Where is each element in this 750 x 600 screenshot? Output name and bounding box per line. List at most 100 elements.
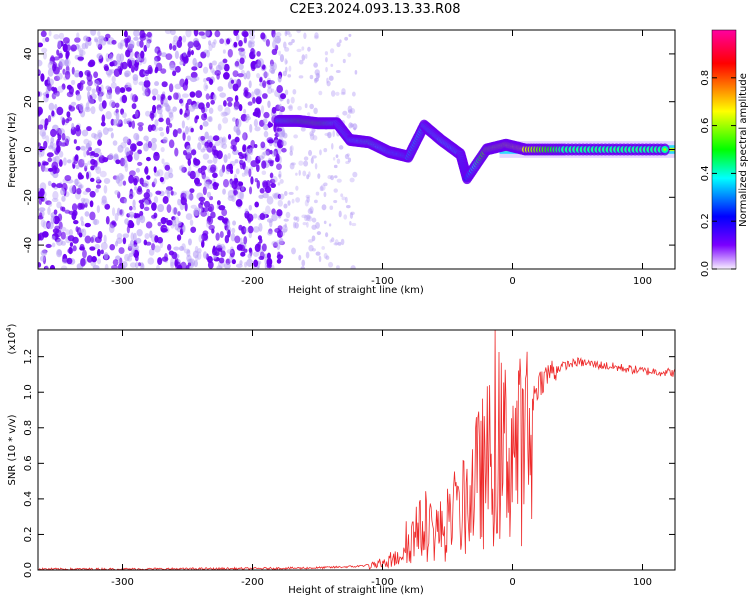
noise-speckle <box>308 149 313 156</box>
noise-speckle <box>145 221 153 229</box>
noise-speckle <box>202 66 209 74</box>
noise-speckle <box>104 203 111 210</box>
noise-speckle <box>314 32 319 39</box>
noise-speckle <box>258 194 264 199</box>
noise-speckle <box>284 223 287 228</box>
noise-speckle <box>311 224 317 230</box>
noise-speckle <box>153 178 158 185</box>
noise-speckle <box>260 141 266 149</box>
noise-speckle <box>131 103 137 110</box>
noise-speckle <box>265 38 270 47</box>
noise-speckle <box>195 115 200 120</box>
noise-speckle <box>58 32 65 40</box>
noise-speckle <box>279 179 284 184</box>
noise-speckle <box>79 80 86 85</box>
noise-speckle <box>151 214 157 219</box>
noise-speckle <box>122 136 129 144</box>
noise-speckle <box>337 241 342 246</box>
noise-speckle <box>270 88 275 93</box>
colorbar-tick-label: 0.8 <box>700 70 711 86</box>
noise-speckle <box>201 113 208 121</box>
noise-speckle <box>198 31 205 36</box>
noise-speckle <box>311 248 316 252</box>
noise-speckle <box>248 41 255 48</box>
noise-speckle <box>346 114 351 119</box>
noise-speckle <box>203 82 208 92</box>
noise-speckle <box>83 162 89 168</box>
noise-speckle <box>347 52 352 58</box>
noise-speckle <box>248 186 253 195</box>
noise-speckle <box>271 213 278 222</box>
noise-speckle <box>206 211 210 217</box>
noise-speckle <box>127 245 133 252</box>
noise-speckle <box>272 242 278 248</box>
noise-speckle <box>101 199 108 206</box>
noise-speckle <box>55 183 63 189</box>
noise-speckle <box>75 93 82 102</box>
noise-speckle <box>150 142 157 151</box>
noise-speckle <box>66 159 72 164</box>
noise-speckle <box>49 264 56 269</box>
noise-speckle <box>164 171 170 180</box>
noise-speckle <box>223 262 231 269</box>
noise-speckle <box>185 30 192 38</box>
noise-speckle <box>100 36 107 46</box>
noise-speckle <box>169 43 173 51</box>
noise-speckle <box>304 199 309 207</box>
noise-speckle <box>42 51 47 60</box>
noise-speckle <box>87 79 93 87</box>
noise-speckle <box>181 93 189 98</box>
noise-speckle <box>219 136 224 144</box>
noise-speckle <box>214 251 220 257</box>
noise-speckle <box>197 167 203 174</box>
noise-speckle <box>107 72 112 78</box>
noise-speckle <box>296 48 302 53</box>
noise-speckle <box>123 198 128 204</box>
noise-speckle <box>349 177 355 183</box>
noise-speckle <box>57 249 63 256</box>
noise-speckle <box>95 184 101 189</box>
noise-speckle <box>94 147 102 154</box>
noise-speckle <box>56 201 62 209</box>
noise-speckle <box>226 38 231 45</box>
noise-speckle <box>135 167 141 173</box>
noise-speckle <box>187 171 191 177</box>
noise-speckle <box>149 230 153 239</box>
noise-speckle <box>198 196 206 202</box>
noise-speckle <box>278 173 282 178</box>
noise-speckle <box>173 246 180 251</box>
noise-speckle <box>216 243 223 249</box>
noise-speckle <box>47 68 54 77</box>
noise-speckle <box>187 41 194 49</box>
noise-speckle <box>244 117 249 123</box>
noise-speckle <box>202 230 209 236</box>
noise-speckle <box>276 139 284 149</box>
noise-speckle <box>182 132 186 141</box>
noise-speckle <box>71 203 78 212</box>
noise-speckle <box>140 262 144 268</box>
noise-speckle <box>45 36 50 43</box>
noise-speckle <box>111 220 116 226</box>
noise-speckle <box>47 180 52 186</box>
noise-speckle <box>134 110 139 119</box>
noise-speckle <box>48 201 53 207</box>
noise-speckle <box>271 150 277 158</box>
noise-speckle <box>346 153 350 157</box>
noise-speckle <box>153 245 161 253</box>
noise-speckle <box>195 90 203 98</box>
noise-speckle <box>244 166 250 174</box>
noise-speckle <box>266 252 271 260</box>
noise-speckle <box>340 193 344 198</box>
noise-speckle <box>232 70 239 78</box>
noise-speckle <box>177 211 181 217</box>
noise-speckle <box>40 73 45 82</box>
noise-speckle <box>169 261 175 269</box>
noise-speckle <box>128 243 134 249</box>
noise-speckle <box>313 199 318 204</box>
noise-speckle <box>122 180 127 186</box>
noise-speckle <box>319 185 324 192</box>
noise-speckle <box>139 210 144 217</box>
noise-speckle <box>192 250 199 259</box>
noise-speckle <box>133 132 140 141</box>
noise-speckle <box>340 238 345 246</box>
